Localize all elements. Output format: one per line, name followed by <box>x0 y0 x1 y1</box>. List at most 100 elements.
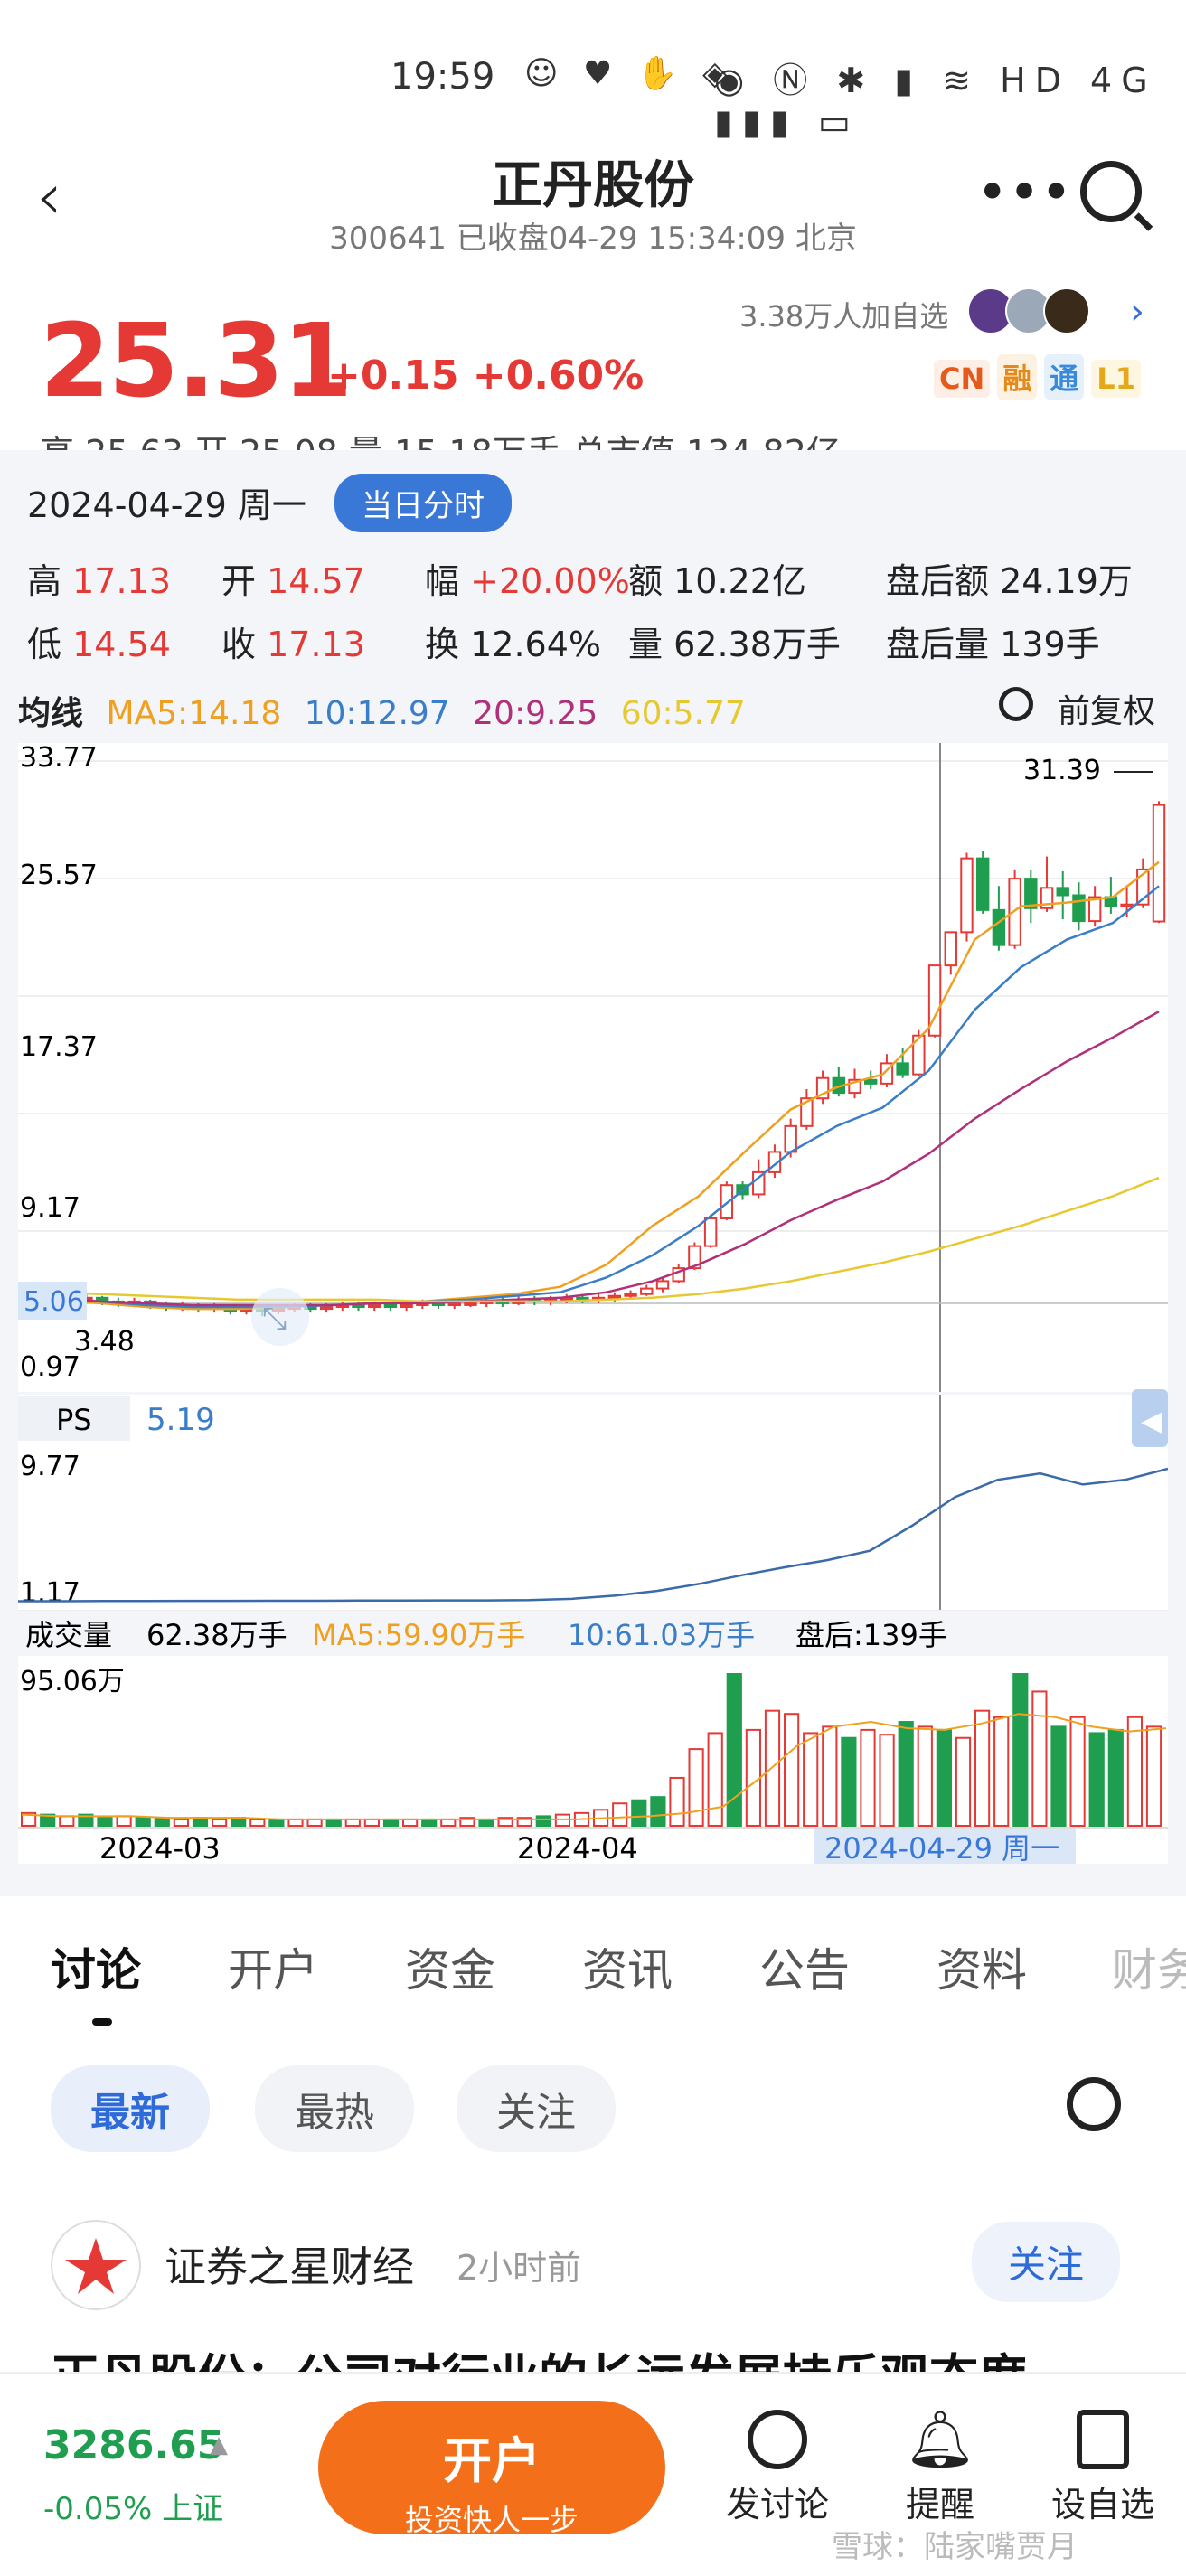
volume-bar <box>974 1709 991 1828</box>
candle <box>400 1303 413 1309</box>
panel-date: 2024-04-29 周一 <box>27 485 306 525</box>
system-icons: ◉ Ⓝ ✱ ▮ ≋ HD 4G ▮▮▮ ▭ <box>714 61 1157 142</box>
zoom-arrows-icon[interactable]: ⤡ <box>262 1301 287 1337</box>
amount-value: 10.22亿 <box>673 561 806 601</box>
volume-bar <box>135 1817 151 1827</box>
chip-following[interactable]: 关注 <box>457 2065 616 2152</box>
page-subtitle: 300641 已收盘04-29 15:34:09 北京 <box>329 221 857 257</box>
volume-bar <box>478 1818 494 1827</box>
tab-finance[interactable]: 财务 <box>1112 1944 1186 1997</box>
tab-account[interactable]: 开户 <box>228 1944 318 1997</box>
amp-value: +20.00% <box>470 561 630 601</box>
vol-ma5-line <box>21 1713 1167 1820</box>
tab-announcements[interactable]: 公告 <box>759 1944 850 1997</box>
discuss-label: 发讨论 <box>725 2485 829 2524</box>
volume-bar <box>459 1817 475 1827</box>
candle <box>720 1184 734 1219</box>
remind-button[interactable]: 🔔︎ 提醒 <box>886 2410 994 2526</box>
volume-bar <box>173 1818 189 1827</box>
volume-bar <box>917 1725 933 1828</box>
chip-hot[interactable]: 最热 <box>255 2065 414 2152</box>
ma5-line <box>53 860 1160 1311</box>
ma-label: 均线 <box>18 695 84 732</box>
candle <box>319 1306 334 1311</box>
candle <box>1120 903 1134 907</box>
intraday-button[interactable]: 当日分时 <box>334 474 512 532</box>
volume-bar <box>231 1817 247 1827</box>
close-label: 收 <box>221 625 257 664</box>
open-account-button[interactable]: 开户 投资快人一步 <box>318 2401 665 2537</box>
chevron-left-icon[interactable]: ‹ <box>36 158 62 234</box>
candle <box>912 1034 926 1076</box>
chevron-left-small-icon[interactable]: ◀ <box>1141 1406 1162 1437</box>
ps-label: PS <box>56 1403 92 1437</box>
tab-discussion[interactable]: 讨论 <box>51 1944 141 1997</box>
tab-funds[interactable]: 资金 <box>405 1944 495 1997</box>
badge-cn: CN <box>934 360 991 398</box>
adjust-toggle[interactable]: 前复权 <box>1058 693 1156 730</box>
volume-bar <box>440 1818 457 1827</box>
chip-latest[interactable]: 最新 <box>51 2065 210 2152</box>
search-icon[interactable] <box>1080 161 1142 222</box>
candle <box>975 857 990 911</box>
volume-bar <box>59 1815 75 1828</box>
candle <box>992 908 1006 946</box>
cursor-date-bg <box>814 1829 1076 1864</box>
status-bar: 19:59 ☺ ♥ ✋ ◈ ◉ Ⓝ ✱ ▮ ≋ HD 4G ▮▮▮ ▭ <box>0 0 1186 145</box>
status-time: 19:59 <box>391 56 495 98</box>
ma60-value: 60:5.77 <box>620 695 746 732</box>
author-name[interactable]: 证券之星财经 <box>165 2242 414 2291</box>
volume-bar <box>650 1796 666 1828</box>
index-change[interactable]: -0.05% 上证 <box>43 2491 224 2527</box>
tab-news[interactable]: 资讯 <box>582 1944 673 1997</box>
volume-label: 量 <box>628 625 664 664</box>
after-volume-label: 盘后量 <box>886 625 990 664</box>
price-change: +0.15 +0.60% <box>327 353 645 399</box>
post-title[interactable]: 正丹股份：公司对行业的长远发展持乐观态度 <box>51 2337 1027 2374</box>
settings-icon[interactable] <box>999 687 1033 721</box>
vol-after: 盘后:139手 <box>795 1618 947 1652</box>
tab-profile[interactable]: 资料 <box>937 1944 1027 1997</box>
discuss-button[interactable]: 发讨论 <box>723 2410 832 2526</box>
candle <box>1072 894 1086 923</box>
more-icon[interactable]: ••• <box>976 161 1073 224</box>
low-value: 14.54 <box>72 625 171 664</box>
close-value: 17.13 <box>267 625 365 664</box>
chevron-right-icon[interactable]: › <box>1130 291 1144 333</box>
volume-bar <box>306 1818 323 1827</box>
watchlist-button[interactable]: 设自选 <box>1049 2410 1157 2526</box>
volume-bars-group <box>21 1673 1162 1828</box>
turnover-value: 12.64% <box>470 625 602 664</box>
zoom-handle-icon[interactable] <box>251 1288 309 1346</box>
remind-label: 提醒 <box>905 2485 974 2524</box>
ps-axis-top: 9.77 <box>20 1451 80 1482</box>
author-avatar[interactable] <box>51 2220 141 2310</box>
follow-button[interactable]: 关注 <box>972 2222 1121 2302</box>
volume-bar <box>955 1736 972 1827</box>
volume-bar <box>287 1818 304 1827</box>
y-label-bottom: 0.97 <box>20 1351 80 1383</box>
ma-legend: 均线 MA5:14.18 10:12.97 20:9.25 60:5.77 <box>18 687 758 734</box>
kline-chart[interactable]: 33.77 25.57 17.37 9.17 5.06 0.97 3.48 31… <box>18 743 1168 1864</box>
ps-collapse-button[interactable] <box>1132 1389 1168 1447</box>
volume-bar <box>421 1818 438 1827</box>
badge-connect: 通 <box>1044 354 1085 400</box>
notification-icons: ☺ ♥ ✋ ◈ <box>524 55 735 92</box>
star-logo-icon <box>65 2238 127 2294</box>
candle <box>655 1280 670 1290</box>
candle <box>1024 878 1038 909</box>
avatar <box>1043 287 1090 334</box>
volume-bar <box>192 1817 209 1827</box>
index-value[interactable]: 3286.65 <box>43 2422 225 2468</box>
follower-count[interactable]: 3.38万人加自选 <box>739 299 949 334</box>
volume-bar <box>1145 1725 1162 1828</box>
volume-bar <box>497 1817 513 1827</box>
volume-bar <box>669 1776 685 1828</box>
refresh-icon[interactable] <box>1067 2077 1121 2131</box>
volume-bar <box>116 1815 132 1828</box>
cursor-price-bg <box>18 1282 87 1320</box>
stock-badges: CN 融通 L1 <box>927 354 1141 400</box>
follower-avatars[interactable] <box>967 287 1090 338</box>
volume-bar <box>822 1725 838 1828</box>
ma20-value: 20:9.25 <box>473 695 598 732</box>
